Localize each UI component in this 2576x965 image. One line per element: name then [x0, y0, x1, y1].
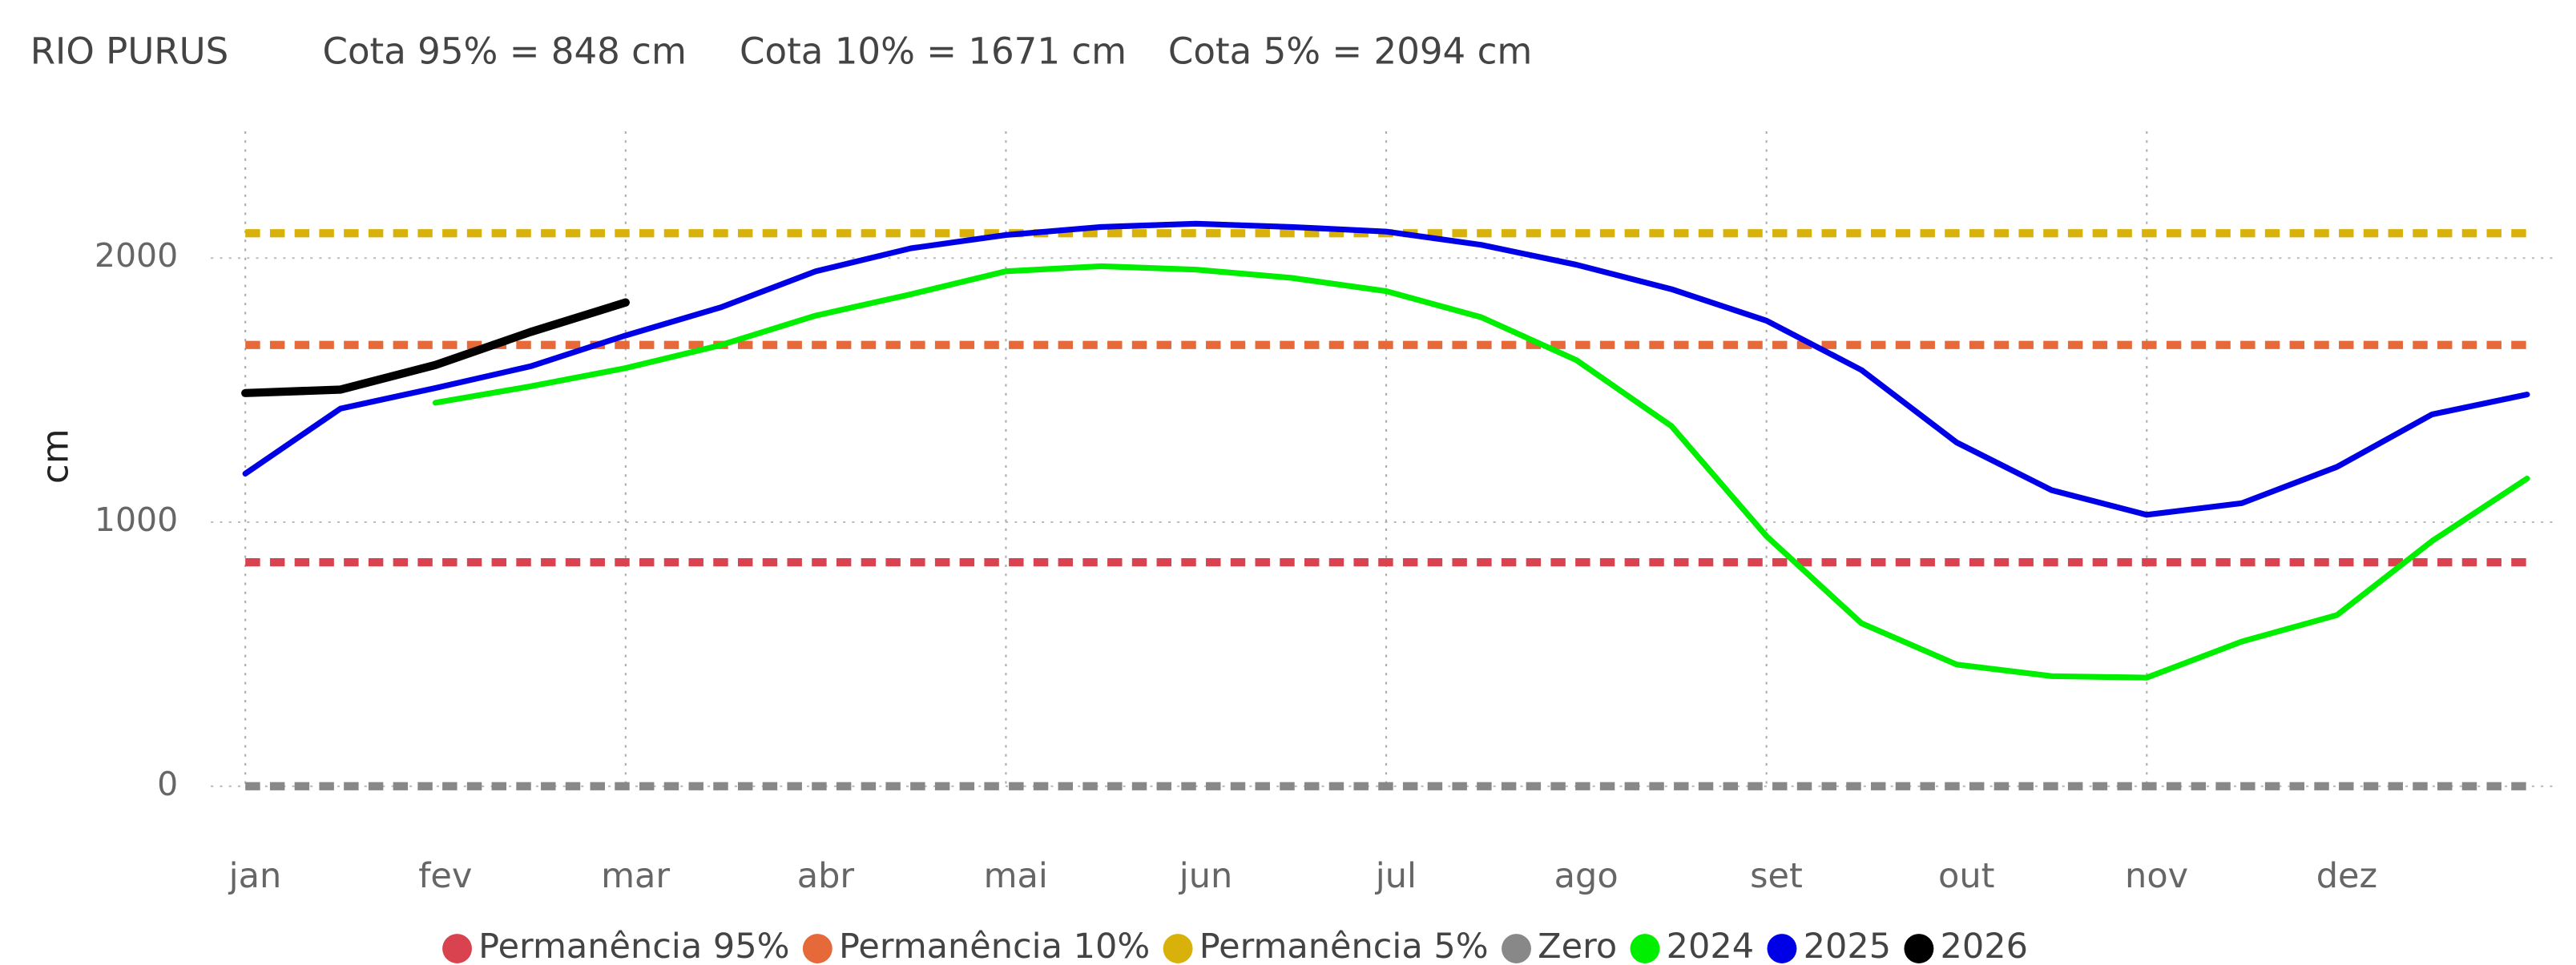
series-line: [242, 220, 2530, 518]
legend-swatch: [1904, 934, 1934, 963]
legend-label: 2024: [1667, 927, 1754, 965]
legend-label: Permanência 95%: [478, 927, 789, 965]
subtitle: Cota 10% = 1671 cm: [740, 30, 1127, 73]
legend-swatch: [1630, 934, 1660, 963]
series-line: [432, 263, 2530, 681]
x-tick-label: nov: [2125, 856, 2188, 896]
x-tick-label: jun: [1179, 856, 1232, 896]
legend-label: 2025: [1804, 927, 1891, 965]
legend-swatch: [442, 934, 472, 963]
legend-label: Zero: [1538, 927, 1617, 965]
subtitle: Cota 95% = 848 cm: [323, 30, 687, 73]
x-tick-label: mai: [984, 856, 1048, 896]
x-tick-label: ago: [1554, 856, 1619, 896]
legend-swatch: [1767, 934, 1797, 963]
x-tick-label: out: [1938, 856, 1994, 896]
chart-title: RIO PURUS: [30, 30, 229, 73]
legend-label: Permanência 10%: [839, 927, 1150, 965]
x-tick-label: jan: [228, 856, 282, 896]
legend-swatch: [802, 934, 832, 963]
legend-swatch: [1163, 934, 1193, 963]
x-tick-label: set: [1750, 856, 1803, 896]
y-tick-label: 0: [157, 765, 178, 803]
subtitle: Cota 5% = 2094 cm: [1168, 30, 1532, 73]
legend-swatch: [1502, 934, 1531, 963]
x-tick-label: dez: [2316, 856, 2377, 896]
y-tick-label: 2000: [95, 236, 178, 275]
legend-label: Permanência 5%: [1199, 927, 1489, 965]
series-line: [241, 298, 630, 397]
y-axis-label: cm: [34, 428, 77, 484]
legend-label: 2026: [1941, 927, 2028, 965]
x-tick-label: mar: [601, 856, 670, 896]
y-tick-label: 1000: [95, 501, 178, 539]
x-tick-label: fev: [418, 856, 472, 896]
x-tick-label: jul: [1375, 856, 1417, 896]
x-tick-label: abr: [797, 856, 855, 896]
